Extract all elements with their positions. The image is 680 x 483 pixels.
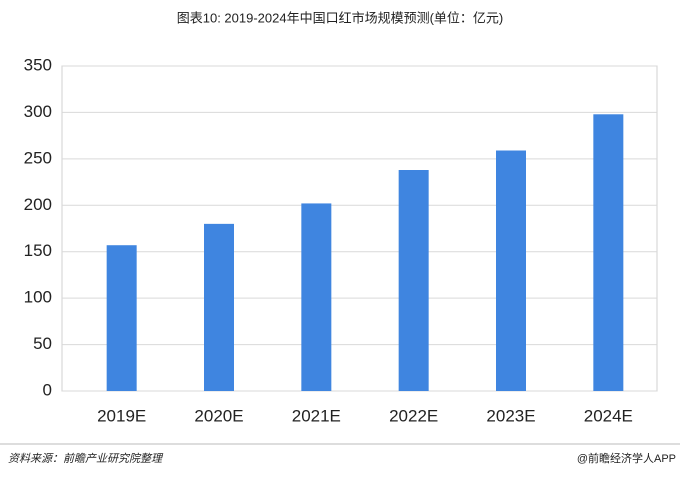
y-tick-label: 350 (24, 55, 52, 74)
y-tick-label: 300 (24, 102, 52, 121)
bar (106, 245, 137, 391)
y-tick-label: 250 (24, 148, 52, 167)
bar (398, 170, 429, 391)
bar (204, 223, 234, 391)
x-tick-label: 2023E (486, 406, 535, 425)
footer-brand: @前瞻经济学人APP (577, 451, 676, 465)
bar (301, 203, 332, 391)
x-tick-label: 2019E (97, 406, 146, 425)
chart-title: 图表10: 2019-2024年中国口红市场规模预测(单位：亿元) (177, 10, 504, 25)
x-tick-label: 2022E (389, 406, 438, 425)
y-tick-label: 100 (24, 288, 52, 307)
x-tick-label: 2024E (584, 406, 633, 425)
bar (593, 114, 624, 392)
plot-frame (61, 65, 658, 392)
y-tick-label: 150 (24, 241, 52, 260)
y-tick-label: 0 (43, 380, 52, 399)
x-tick-label: 2021E (292, 406, 341, 425)
bar (496, 150, 526, 391)
source-note: 资料来源：前瞻产业研究院整理 (8, 452, 164, 465)
y-tick-label: 50 (33, 334, 52, 353)
y-tick-label: 200 (24, 195, 52, 214)
x-tick-label: 2020E (194, 406, 243, 425)
